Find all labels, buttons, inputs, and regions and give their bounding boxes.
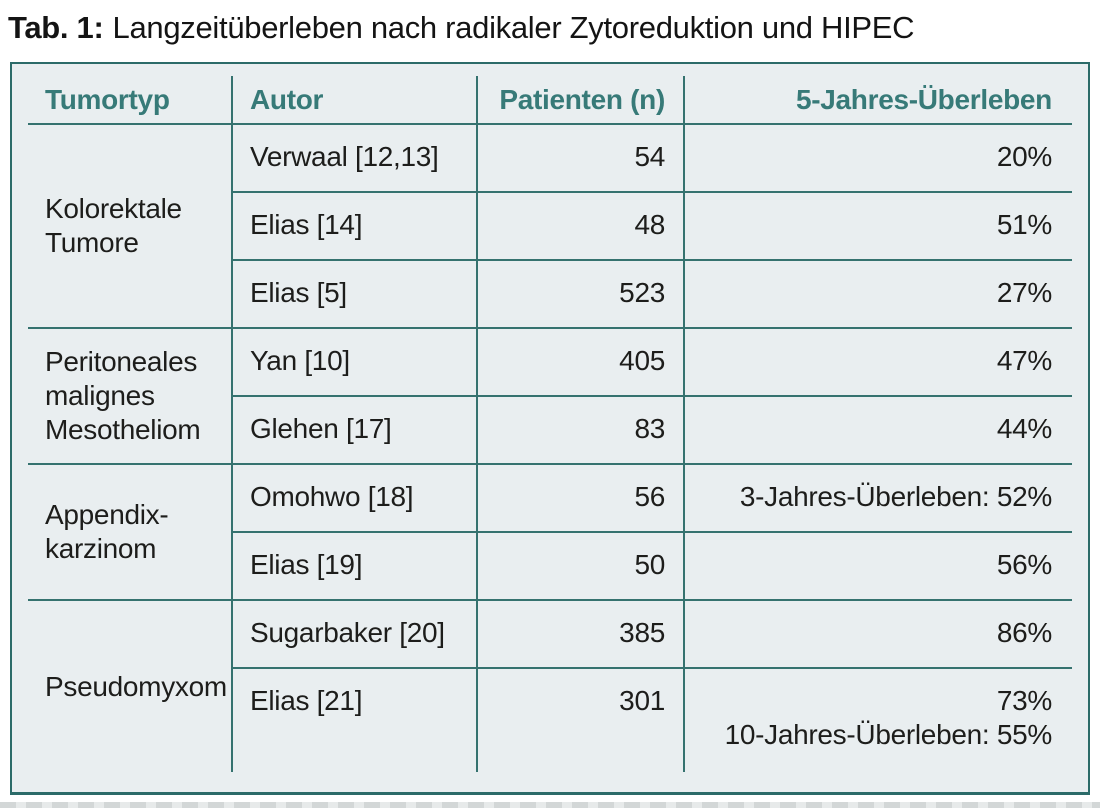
patients-cell: 385	[476, 599, 684, 668]
tumortyp-cell-kolorektale: Kolorektale Tumore	[28, 123, 232, 328]
patients-cell: 54	[476, 123, 684, 192]
table-row: Pseudomyxom Sugarbaker [20] 385 86%	[28, 599, 1072, 772]
page-edge-artifact	[0, 802, 1100, 808]
table-row: Elias [14] 48 51%	[28, 191, 1072, 260]
author-cell: Omohwo [18]	[231, 463, 477, 532]
survival-cell: 73% 10-Jahres-Überleben: 55%	[683, 667, 1072, 772]
author-cell: Elias [21]	[231, 667, 477, 772]
survival-cell: 3-Jahres-Überleben: 52%	[683, 463, 1072, 532]
caption-title: Langzeitüberleben nach radikaler Zytored…	[112, 10, 915, 45]
survival-table-frame: Tumortyp Autor Patienten (n) 5-Jahres-Üb…	[10, 62, 1090, 795]
header-autor: Autor	[231, 76, 477, 125]
survival-table: Tumortyp Autor Patienten (n) 5-Jahres-Üb…	[28, 76, 1072, 772]
author-cell: Glehen [17]	[231, 395, 477, 464]
survival-cell: 56%	[683, 531, 1072, 600]
caption-number: Tab. 1:	[8, 10, 104, 45]
author-cell: Verwaal [12,13]	[231, 123, 477, 192]
patients-cell: 48	[476, 191, 684, 260]
patients-cell: 523	[476, 259, 684, 328]
tumortyp-cell-mesotheliom: Peritoneales malignes Mesotheliom	[28, 327, 232, 464]
survival-cell: 47%	[683, 327, 1072, 396]
header-ueberleben: 5-Jahres-Überleben	[683, 76, 1072, 125]
patients-cell: 301	[476, 667, 684, 772]
survival-cell: 27%	[683, 259, 1072, 328]
table-row: Kolorektale Tumore Verwaal [12,13] 54 20…	[28, 123, 1072, 328]
table-row: Elias [21] 301 73% 10-Jahres-Überleben: …	[28, 667, 1072, 772]
tumortyp-cell-pseudomyxom: Pseudomyxom	[28, 599, 232, 772]
author-cell: Elias [19]	[231, 531, 477, 600]
author-cell: Elias [14]	[231, 191, 477, 260]
tumortyp-cell-appendix: Appendix- karzinom	[28, 463, 232, 600]
patients-cell: 50	[476, 531, 684, 600]
patients-cell: 405	[476, 327, 684, 396]
header-tumortyp: Tumortyp	[28, 76, 232, 125]
table-caption: Tab. 1: Langzeitüberleben nach radikaler …	[8, 10, 915, 46]
survival-cell: 51%	[683, 191, 1072, 260]
table-row: Elias [19] 50 56%	[28, 531, 1072, 600]
table-row: Appendix- karzinom Omohwo [18] 56 3-Jahr…	[28, 463, 1072, 600]
author-cell: Yan [10]	[231, 327, 477, 396]
author-cell: Sugarbaker [20]	[231, 599, 477, 668]
patients-cell: 56	[476, 463, 684, 532]
survival-cell: 44%	[683, 395, 1072, 464]
header-row: Tumortyp Autor Patienten (n) 5-Jahres-Üb…	[28, 76, 1072, 125]
table-row: Glehen [17] 83 44%	[28, 395, 1072, 464]
table-row: Peritoneales malignes Mesotheliom Yan [1…	[28, 327, 1072, 464]
table-row: Elias [5] 523 27%	[28, 259, 1072, 328]
author-cell: Elias [5]	[231, 259, 477, 328]
header-patienten: Patienten (n)	[476, 76, 684, 125]
survival-cell: 20%	[683, 123, 1072, 192]
survival-cell: 86%	[683, 599, 1072, 668]
patients-cell: 83	[476, 395, 684, 464]
